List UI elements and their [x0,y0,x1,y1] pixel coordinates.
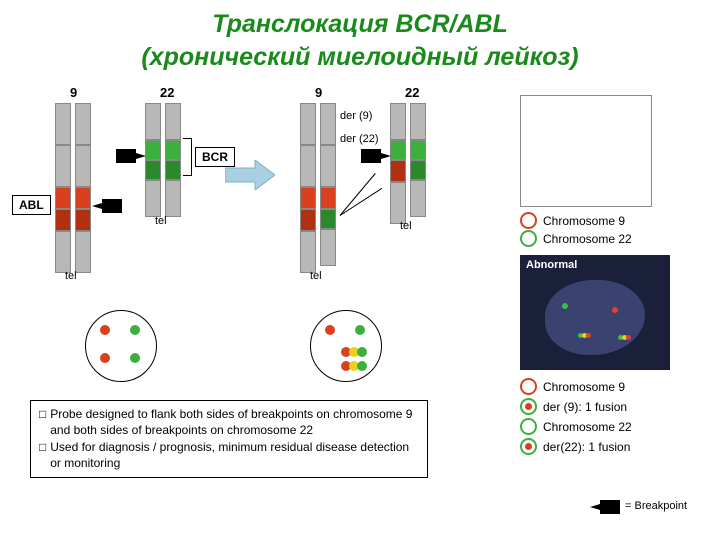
legend-chr22-bot: Chromosome 22 [520,418,632,435]
legend-der9: der (9): 1 fusion [520,398,627,415]
tel-9-before: tel [65,270,77,282]
translocation-arrow [225,160,275,190]
bcr-bracket [183,138,192,176]
legend-der22: der(22): 1 fusion [520,438,630,455]
bp-arrow-chr9 [92,199,122,213]
breakpoint-arrow-icon [590,500,620,514]
chr9-after-a [300,103,314,273]
bp-arrow-chr22 [116,149,146,163]
chr9-b [75,103,89,273]
der22-label: der (22) [340,133,379,145]
title-line2: (хронический миелоидный лейкоз) [0,41,720,74]
legend-chr22-top: Chromosome 22 [520,230,632,247]
note1: Probe designed to flank both sides of br… [50,407,419,438]
nucleus-before [85,310,157,382]
chr22-b [165,103,179,217]
chr22-a [145,103,159,217]
breakpoint-label: = Breakpoint [625,500,687,512]
der9 [320,103,334,266]
nucleus-after [310,310,382,382]
chr9-label: 9 [70,85,77,100]
der22 [390,103,404,224]
tel-22-after: tel [400,220,412,232]
chr22-label-after: 22 [405,85,419,100]
chr22-after-b [410,103,424,217]
legend-chr9-top: Chromosome 9 [520,212,625,229]
fish-abnormal-box: Abnormal [520,255,670,370]
fish-abnormal-label: Abnormal [526,259,577,271]
after-diagram: 9 22 der (9) tel der (22) tel [275,85,485,335]
note2: Used for diagnosis / prognosis, minimum … [50,440,419,471]
diag1 [340,188,382,216]
title-line1: Транслокация BCR/ABL [0,8,720,41]
tel-9-after: tel [310,270,322,282]
tel-22-before: tel [155,215,167,227]
chr9-label-after: 9 [315,85,322,100]
abl-label: ABL [12,195,51,215]
before-diagram: 9 22 tel ABL tel BCR [30,85,230,335]
bp-arrow-after1 [361,149,391,163]
der9-label: der (9) [340,110,372,122]
fish-normal-box [520,95,652,207]
chr9-a [55,103,69,273]
chr22-label: 22 [160,85,174,100]
notes-box: □Probe designed to flank both sides of b… [30,400,428,478]
legend-chr9-bot: Chromosome 9 [520,378,625,395]
